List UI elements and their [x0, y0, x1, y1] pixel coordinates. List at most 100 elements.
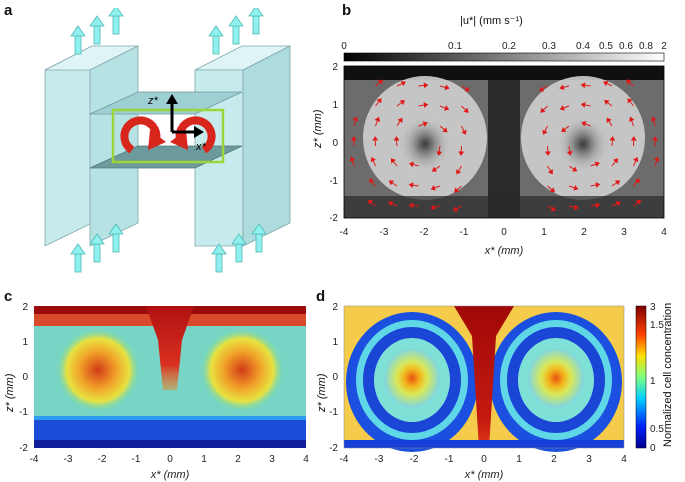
cbar-tick: 1: [650, 376, 656, 387]
velocity-arrow-head: [350, 136, 357, 141]
velocity-arrow-head: [652, 136, 659, 141]
cbar-tick: 0: [341, 41, 347, 52]
ytick: 1: [332, 337, 338, 348]
xtick: -1: [445, 454, 454, 465]
left-vortex-icon: [120, 116, 166, 154]
velocity-arrow-head: [580, 102, 586, 108]
velocity-arrow-head: [653, 156, 660, 162]
velocity-arrow-head: [377, 79, 384, 85]
cbar-tick: 1.5: [650, 320, 664, 331]
velocity-arrow-head: [388, 180, 395, 186]
velocity-map-image: [343, 65, 665, 219]
bridge-top-plate: [89, 91, 243, 115]
concentration-colorbar: 3 1.5 1 0.5 0: [635, 302, 664, 454]
xtick: 3: [586, 454, 592, 465]
xtick: 3: [269, 454, 275, 465]
velocity-arrow-head: [444, 105, 450, 111]
velocity-arrow-head: [408, 202, 414, 209]
concentration-colorbar-label: Normalized cell concentration: [662, 302, 674, 447]
velocity-arrow-head: [559, 105, 565, 111]
cbar-tick: 0: [650, 443, 656, 454]
ytick: 0: [22, 372, 28, 383]
velocity-arrow-head: [442, 127, 448, 133]
xtick: -1: [460, 227, 469, 238]
velocity-arrow-head: [628, 116, 635, 122]
panel-b-xticks: -4 -3 -2 -1 0 1 2 3 4: [340, 227, 668, 238]
axis-x-label: x*: [195, 141, 207, 153]
velocity-arrow-head: [369, 178, 375, 184]
velocity-arrow-head: [572, 166, 578, 172]
panel-c-yticks: 2 1 0 -1 -2: [19, 302, 28, 454]
velocity-arrow-head: [633, 156, 639, 163]
ytick: -2: [329, 443, 338, 454]
cbar-tick: 0.2: [502, 41, 516, 52]
velocity-arrow-head: [370, 156, 376, 163]
panel-d-letter: d: [316, 288, 326, 305]
xtick: -4: [340, 227, 349, 238]
velocity-arrow-head: [408, 182, 414, 189]
velocity-arrow-head: [464, 86, 470, 92]
velocity-arrow-head: [430, 204, 436, 211]
panel-d-xticks: -4 -3 -2 -1 0 1 2 3 4: [340, 454, 628, 465]
panel-b-yticks: 2 1 0 -1 -2: [330, 62, 338, 224]
panel-c-ylabel: z* (mm): [4, 373, 16, 413]
panel-b-xlabel: x* (mm): [484, 245, 524, 257]
xtick: 3: [621, 227, 627, 238]
velocity-arrow-head: [573, 184, 579, 191]
velocity-arrow-head: [547, 169, 553, 175]
velocity-arrow-head: [627, 98, 633, 104]
xtick: 4: [661, 227, 667, 238]
velocity-arrow-head: [400, 80, 406, 87]
ytick: 0: [332, 372, 338, 383]
panel-d-ylabel: z* (mm): [316, 373, 328, 413]
velocity-arrow-head: [374, 116, 381, 122]
velocity-arrow-head: [549, 187, 556, 193]
xtick: 2: [581, 227, 587, 238]
xtick: -2: [420, 227, 429, 238]
velocity-arrow-head: [458, 151, 465, 156]
ytick: 1: [22, 337, 28, 348]
velocity-arrow-head: [461, 129, 467, 135]
cell-density-image-d: [343, 305, 625, 452]
coordinate-axes-icon: [166, 94, 204, 138]
xtick: 2: [235, 454, 241, 465]
xtick: 4: [621, 454, 627, 465]
xtick: -1: [132, 454, 141, 465]
xtick: -2: [98, 454, 107, 465]
xtick: 0: [481, 454, 487, 465]
ytick: 1: [332, 100, 338, 111]
velocity-arrow-head: [581, 121, 587, 127]
velocity-arrow-head: [452, 206, 459, 212]
xtick: -3: [375, 454, 384, 465]
ytick: -1: [329, 407, 338, 418]
panel-c-xlabel: x* (mm): [150, 469, 190, 481]
velocity-arrow-head: [387, 201, 394, 207]
panel-c-letter: c: [4, 288, 13, 305]
left-channel-side: [44, 45, 93, 247]
velocity-arrow-head: [606, 117, 612, 123]
ytick: -2: [19, 443, 28, 454]
velocity-arrow-head: [372, 136, 379, 141]
imaging-frame: [111, 108, 225, 164]
velocity-arrow-head: [595, 202, 601, 209]
velocity-arrow-head: [390, 158, 396, 164]
velocity-arrow-head: [463, 107, 469, 113]
velocity-arrow-head: [393, 136, 400, 141]
right-channel-side: [242, 45, 291, 247]
xtick: 0: [501, 227, 507, 238]
velocity-arrow-head: [399, 100, 405, 106]
cbar-tick: 3: [650, 302, 656, 313]
xtick: -4: [340, 454, 349, 465]
velocity-arrow-head: [580, 82, 586, 89]
ytick: 2: [22, 302, 28, 313]
xtick: 2: [551, 454, 557, 465]
xtick: -3: [380, 227, 389, 238]
panel-b-letter: b: [342, 2, 352, 19]
velocity-arrow-head: [635, 199, 642, 205]
ytick: -1: [330, 176, 338, 187]
velocity-arrow-head: [542, 129, 548, 135]
panel-d-xlabel: x* (mm): [464, 469, 504, 481]
velocity-arrow-head: [604, 99, 610, 105]
ytick: 2: [332, 62, 338, 73]
panel-d-yticks: 2 1 0 -1 -2: [329, 302, 338, 454]
